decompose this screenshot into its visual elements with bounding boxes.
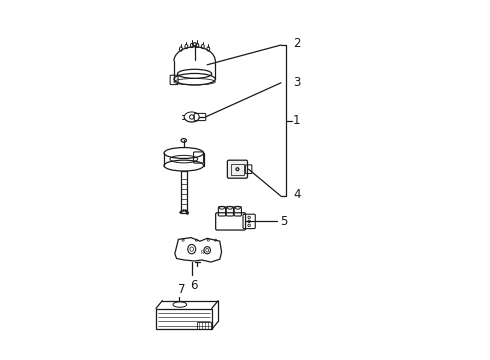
Text: 4: 4 [293, 188, 300, 201]
Bar [181, 171, 187, 212]
Bar [197, 322, 211, 329]
Bar [156, 309, 212, 329]
Text: 7: 7 [177, 283, 185, 296]
Bar [231, 164, 244, 175]
Text: 2: 2 [293, 37, 300, 50]
Text: 3: 3 [293, 76, 300, 89]
Text: 1: 1 [293, 114, 300, 127]
Text: 6: 6 [190, 279, 197, 292]
FancyBboxPatch shape [227, 160, 247, 178]
Text: R: R [200, 249, 203, 255]
Text: 5: 5 [280, 215, 288, 228]
